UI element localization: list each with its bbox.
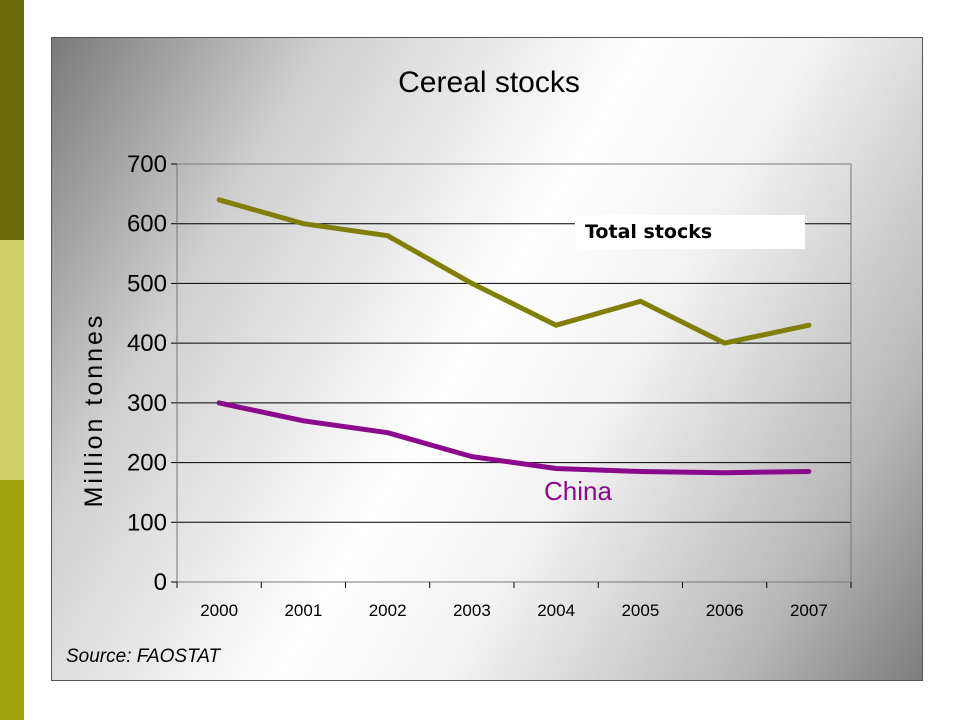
x-tick-label: 2003 [453, 601, 491, 620]
series-line-china [216, 400, 812, 476]
chart-title: Cereal stocks [398, 66, 580, 99]
total-stocks-label: Total stocks [585, 221, 712, 243]
y-tick-label: 400 [127, 330, 167, 357]
cereal-stocks-chart: Cereal stocks 0 100 200 300 400 500 600 700 200… [66, 66, 852, 667]
side-accent-bar-mid [0, 480, 24, 720]
y-tick-label: 200 [127, 450, 167, 477]
y-tick-label: 300 [127, 390, 167, 417]
total-stocks-label-box [575, 215, 805, 249]
china-label: China [544, 476, 612, 506]
series-line-total-stocks [216, 197, 812, 346]
y-tick-label: 100 [127, 509, 167, 536]
x-tick-label: 2007 [790, 601, 828, 620]
y-tick-label: 600 [127, 211, 167, 238]
x-tick-label: 2001 [284, 601, 322, 620]
chart-panel: Cereal stocks 0 100 200 300 400 500 600 700 200… [51, 37, 923, 681]
x-tick-label: 2002 [369, 601, 407, 620]
side-accent-bar-light [0, 240, 24, 480]
series-lines [216, 197, 812, 476]
x-tick-label: 2005 [621, 601, 659, 620]
x-tick-label: 2004 [537, 601, 575, 620]
y-axis-ticks: 0 100 200 300 400 500 600 700 [127, 151, 177, 596]
y-tick-label: 0 [154, 569, 167, 596]
y-axis-label: Million tonnes [80, 313, 108, 508]
y-tick-label: 700 [127, 151, 167, 178]
x-tick-label: 2006 [706, 601, 744, 620]
source-note: Source: FAOSTAT [66, 646, 222, 667]
x-tick-label: 2000 [200, 601, 238, 620]
x-axis-ticks: 2000 2001 2002 2003 2004 2005 2006 2007 [176, 582, 852, 620]
y-tick-label: 500 [127, 270, 167, 297]
side-accent-bar-dark [0, 0, 24, 240]
